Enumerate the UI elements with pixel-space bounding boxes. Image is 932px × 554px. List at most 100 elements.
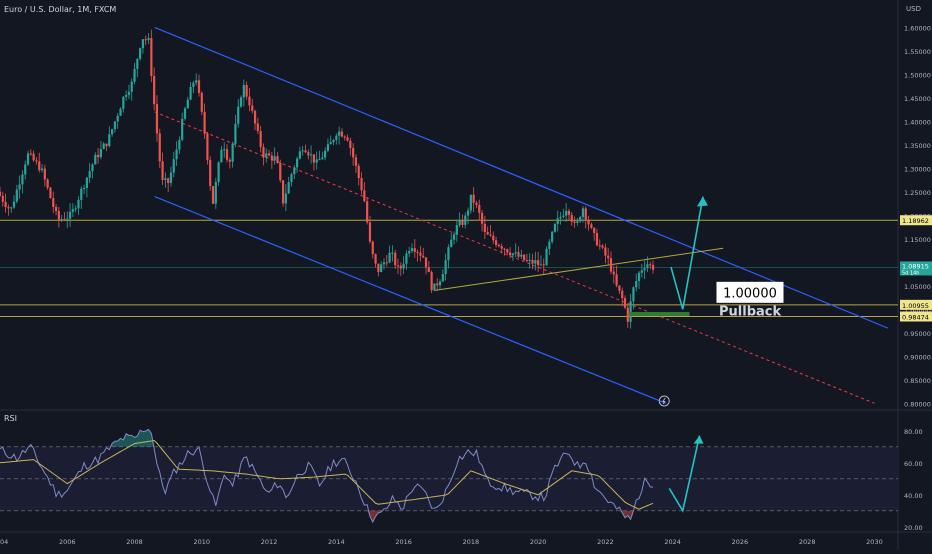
candle-body	[512, 253, 514, 255]
time-tick-label: 2026	[732, 538, 749, 546]
price-tick-label: 0.90000	[904, 353, 931, 361]
candle-body	[515, 252, 517, 253]
price-tick-label: 1.40000	[904, 118, 931, 126]
candle-body	[473, 195, 475, 203]
candle-body	[114, 121, 116, 129]
candle-body	[240, 97, 242, 106]
candle-body	[394, 253, 396, 265]
candle-body	[374, 254, 376, 264]
candle-body	[453, 235, 455, 240]
candle-body	[433, 283, 435, 290]
candle-body	[119, 109, 121, 116]
candle-body	[445, 260, 447, 274]
candle-body	[380, 264, 382, 272]
candle-body	[271, 155, 273, 160]
candle-body	[652, 265, 654, 270]
candle-body	[613, 272, 615, 275]
candle-body	[559, 217, 561, 218]
candle-body	[38, 161, 40, 170]
symbol-legend[interactable]: Euro / U.S. Dollar, 1M, FXCM	[4, 5, 116, 14]
price-tick-label: 1.25000	[904, 189, 931, 197]
candle-body	[122, 97, 124, 109]
candle-body	[100, 149, 102, 157]
candle-body	[290, 174, 292, 182]
candle-body	[641, 270, 643, 272]
candle-body	[128, 92, 130, 95]
candle-body	[111, 129, 113, 134]
candle-body	[52, 198, 54, 207]
candle-body	[246, 85, 248, 97]
level-price-badge-text: 1.00955	[902, 302, 929, 310]
time-tick-label: 2010	[194, 538, 211, 546]
candle-body	[49, 188, 51, 198]
candle-body	[366, 201, 368, 222]
candle-body	[425, 257, 427, 267]
candle-body	[296, 159, 298, 168]
candle-body	[285, 193, 287, 203]
candle-body	[117, 116, 119, 122]
candle-body	[234, 124, 236, 144]
candle-body	[16, 189, 18, 201]
candle-body	[232, 144, 234, 162]
candle-body	[632, 287, 634, 301]
candle-body	[94, 155, 96, 165]
candle-body	[27, 153, 29, 164]
candle-body	[644, 268, 646, 270]
candle-body	[105, 144, 107, 146]
candle-body	[506, 249, 508, 252]
candle-body	[649, 264, 651, 265]
rsi-legend[interactable]: RSI	[4, 414, 17, 423]
price-tick-label: 1.30000	[904, 165, 931, 173]
candle-body	[142, 39, 144, 48]
candle-body	[260, 131, 262, 147]
candle-body	[470, 195, 472, 211]
time-tick-label: 2018	[463, 538, 480, 546]
candle-body	[607, 256, 609, 259]
candle-body	[360, 178, 362, 190]
candle-body	[551, 232, 553, 242]
candle-body	[459, 221, 461, 225]
candle-body	[344, 137, 346, 138]
candle-body	[568, 211, 570, 215]
candle-body	[646, 264, 648, 268]
candle-body	[327, 144, 329, 151]
candle-body	[562, 216, 564, 217]
candle-body	[590, 224, 592, 227]
candle-body	[618, 286, 620, 291]
candle-body	[439, 282, 441, 286]
candle-body	[145, 39, 147, 40]
candle-body	[299, 151, 301, 158]
candle-body	[164, 178, 166, 180]
candle-body	[604, 248, 606, 256]
candle-body	[565, 211, 567, 216]
candle-body	[419, 253, 421, 256]
candle-body	[161, 161, 163, 180]
candle-body	[192, 83, 194, 87]
time-tick-label: 2012	[261, 538, 278, 546]
time-tick-label: 2024	[664, 538, 681, 546]
candle-body	[178, 140, 180, 150]
candle-body	[484, 224, 486, 232]
candle-body	[89, 171, 91, 178]
candle-body	[33, 154, 35, 161]
candle-body	[630, 301, 632, 321]
candle-body	[139, 48, 141, 59]
candle-body	[554, 224, 556, 232]
candle-body	[324, 151, 326, 158]
candle-body	[265, 153, 267, 157]
current-price-badge-text: 1.08915	[902, 262, 929, 270]
candle-body	[257, 123, 259, 131]
rsi-overbought-fill	[115, 441, 118, 447]
rsi-tick-label: 20.00	[904, 524, 923, 532]
candle-body	[80, 189, 82, 200]
candle-body	[251, 105, 253, 110]
candle-body	[229, 160, 231, 162]
candle-body	[402, 264, 404, 269]
candle-body	[388, 253, 390, 263]
candle-body	[173, 159, 175, 172]
rsi-overbought-fill	[146, 429, 149, 446]
candle-body	[529, 260, 531, 261]
candle-body	[397, 265, 399, 266]
candle-body	[498, 245, 500, 246]
candle-body	[548, 242, 550, 249]
